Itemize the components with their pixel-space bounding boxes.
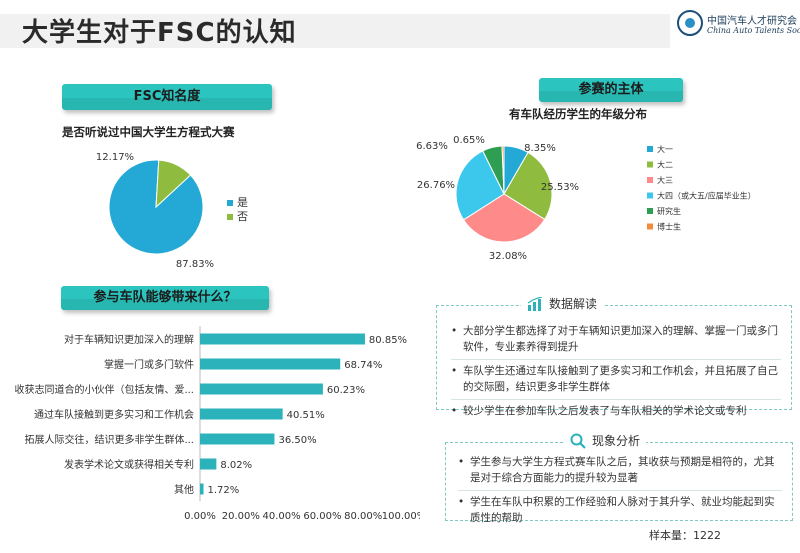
insights-box: 数据解读 大部分学生都选择了对于车辆知识更加深入的理解、掌握一门或多门软件，专业… xyxy=(436,295,792,419)
bar-data-label: 8.02% xyxy=(220,460,252,471)
title-bar xyxy=(0,14,670,48)
pie-slice xyxy=(503,151,553,221)
insights-list: 大部分学生都选择了对于车辆知识更加深入的理解、掌握一门或多门软件，专业素养得到提… xyxy=(451,324,781,420)
participants-section-label: 参赛的主体 xyxy=(539,78,683,102)
bar xyxy=(200,458,217,470)
legend-label: 大二 xyxy=(657,160,673,170)
x-tick-label: 40.00% xyxy=(263,511,301,522)
bar-data-label: 1.72% xyxy=(208,485,240,496)
benefits-section-label: 参与车队能够带来什么？ xyxy=(61,286,269,310)
bar xyxy=(200,358,341,370)
x-tick-label: 60.00% xyxy=(303,511,341,522)
pie-slice xyxy=(462,193,546,243)
pie-slice xyxy=(455,150,505,221)
magnifier-icon xyxy=(570,433,586,449)
category-label: 发表学术论文或获得相关专利 xyxy=(64,458,194,471)
pie-data-label: 6.63% xyxy=(416,141,448,152)
insights-title: 数据解读 xyxy=(549,297,598,311)
pie-data-label: 26.76% xyxy=(417,180,455,191)
category-label: 其他 xyxy=(174,483,194,496)
x-tick-label: 0.00% xyxy=(184,511,216,522)
benefits-bar-chart: 对于车辆知识更加深入的理解 80.85% 掌握一门或多门软件 68.74% 收获志同道合… xyxy=(14,326,420,522)
insight-item: 大部分学生都选择了对于车辆知识更加深入的理解、掌握一门或多门软件，专业素养得到提… xyxy=(451,324,781,360)
legend-label: 否 xyxy=(237,210,248,223)
pie-data-label: 0.65% xyxy=(453,135,485,146)
x-tick-label: 100.00% xyxy=(382,511,420,522)
pie-slice xyxy=(155,159,192,209)
analysis-box: 现象分析 学生参与大学生方程式赛车队之后，其收获与预期是相符的，尤其是对于综合方… xyxy=(445,432,793,524)
awareness-chart-title: 是否听说过中国大学生方程式大赛 xyxy=(62,125,235,139)
logo: 中国汽车人才研究会 China Auto Talents Society xyxy=(677,6,800,46)
legend-swatch xyxy=(647,177,653,183)
bar-chart-icon xyxy=(527,296,543,311)
insights-header: 数据解读 xyxy=(521,295,604,312)
legend-swatch xyxy=(647,192,653,199)
page-title: 大学生对于FSC的认知 xyxy=(22,18,297,48)
pie-data-label: 87.83% xyxy=(176,259,214,270)
analysis-item: 学生在车队中积累的工作经验和人脉对于其升学、就业均能起到实质性的帮助 xyxy=(458,495,782,526)
grade-pie-chart: 8.35% 25.53% 32.08% 26.76% 6.63% 0.65% 大一大二大三大… xyxy=(416,135,756,262)
logo-name-en: China Auto Talents Society xyxy=(707,26,800,35)
pie-data-label: 32.08% xyxy=(489,251,527,262)
pie-data-label: 25.53% xyxy=(541,182,579,193)
analysis-item: 学生参与大学生方程式赛车队之后，其收获与预期是相符的，尤其是对于综合方面能力的提… xyxy=(458,455,782,491)
bar xyxy=(200,383,323,395)
bar-data-label: 80.85% xyxy=(369,335,407,346)
bar xyxy=(200,483,204,495)
pie-data-label: 8.35% xyxy=(524,143,556,154)
logo-name-cn: 中国汽车人才研究会 xyxy=(707,16,797,27)
bar xyxy=(200,433,275,445)
legend-swatch xyxy=(647,208,653,214)
x-tick-label: 20.00% xyxy=(222,511,260,522)
legend-swatch xyxy=(647,223,653,230)
category-label: 收获志同道合的小伙伴（包括友情、爱... xyxy=(14,383,194,396)
insight-item: 车队学生还通过车队接触到了更多实习和工作机会，并且拓展了自己的交际圈，结识更多非… xyxy=(451,364,781,400)
analysis-title: 现象分析 xyxy=(592,434,641,448)
legend-swatch xyxy=(227,200,233,206)
legend-swatch xyxy=(647,161,653,168)
logo-emblem-icon xyxy=(677,10,703,36)
bar-data-label: 60.23% xyxy=(327,385,365,396)
awareness-section-label: FSC知名度 xyxy=(62,84,272,110)
legend-label: 是 xyxy=(237,196,248,209)
analysis-header: 现象分析 xyxy=(564,432,647,449)
grade-chart-title: 有车队经历学生的年级分布 xyxy=(509,107,647,121)
sample-size: 样本量：1222 xyxy=(649,529,721,542)
category-label: 对于车辆知识更加深入的理解 xyxy=(64,333,194,346)
bar-data-label: 40.51% xyxy=(287,410,325,421)
awareness-pie-chart: 87.83% 12.17% 是否 xyxy=(96,152,248,270)
legend-swatch xyxy=(647,146,653,152)
analysis-list: 学生参与大学生方程式赛车队之后，其收获与预期是相符的，尤其是对于综合方面能力的提… xyxy=(458,455,782,526)
insight-item: 较少学生在参加车队之后发表了与车队相关的学术论文或专利 xyxy=(451,404,781,420)
bar-data-label: 36.50% xyxy=(278,435,316,446)
category-label: 拓展人际交往，结识更多非学生群体... xyxy=(24,433,194,446)
legend-label: 大一 xyxy=(657,144,673,154)
pie-data-label: 12.17% xyxy=(96,152,134,163)
x-tick-label: 80.00% xyxy=(344,511,382,522)
legend-label: 研究生 xyxy=(657,206,681,216)
bar xyxy=(200,408,283,420)
legend-label: 大四（或大五/应届毕业生） xyxy=(657,191,756,201)
legend-label: 大三 xyxy=(657,175,673,185)
legend-label: 博士生 xyxy=(657,222,681,232)
pie-slice xyxy=(501,145,505,195)
category-label: 通过车队接触到更多实习和工作机会 xyxy=(34,408,194,421)
category-label: 掌握一门或多门软件 xyxy=(104,358,194,371)
bar-data-label: 68.74% xyxy=(344,360,382,371)
legend-swatch xyxy=(227,214,233,220)
bar xyxy=(200,333,365,345)
